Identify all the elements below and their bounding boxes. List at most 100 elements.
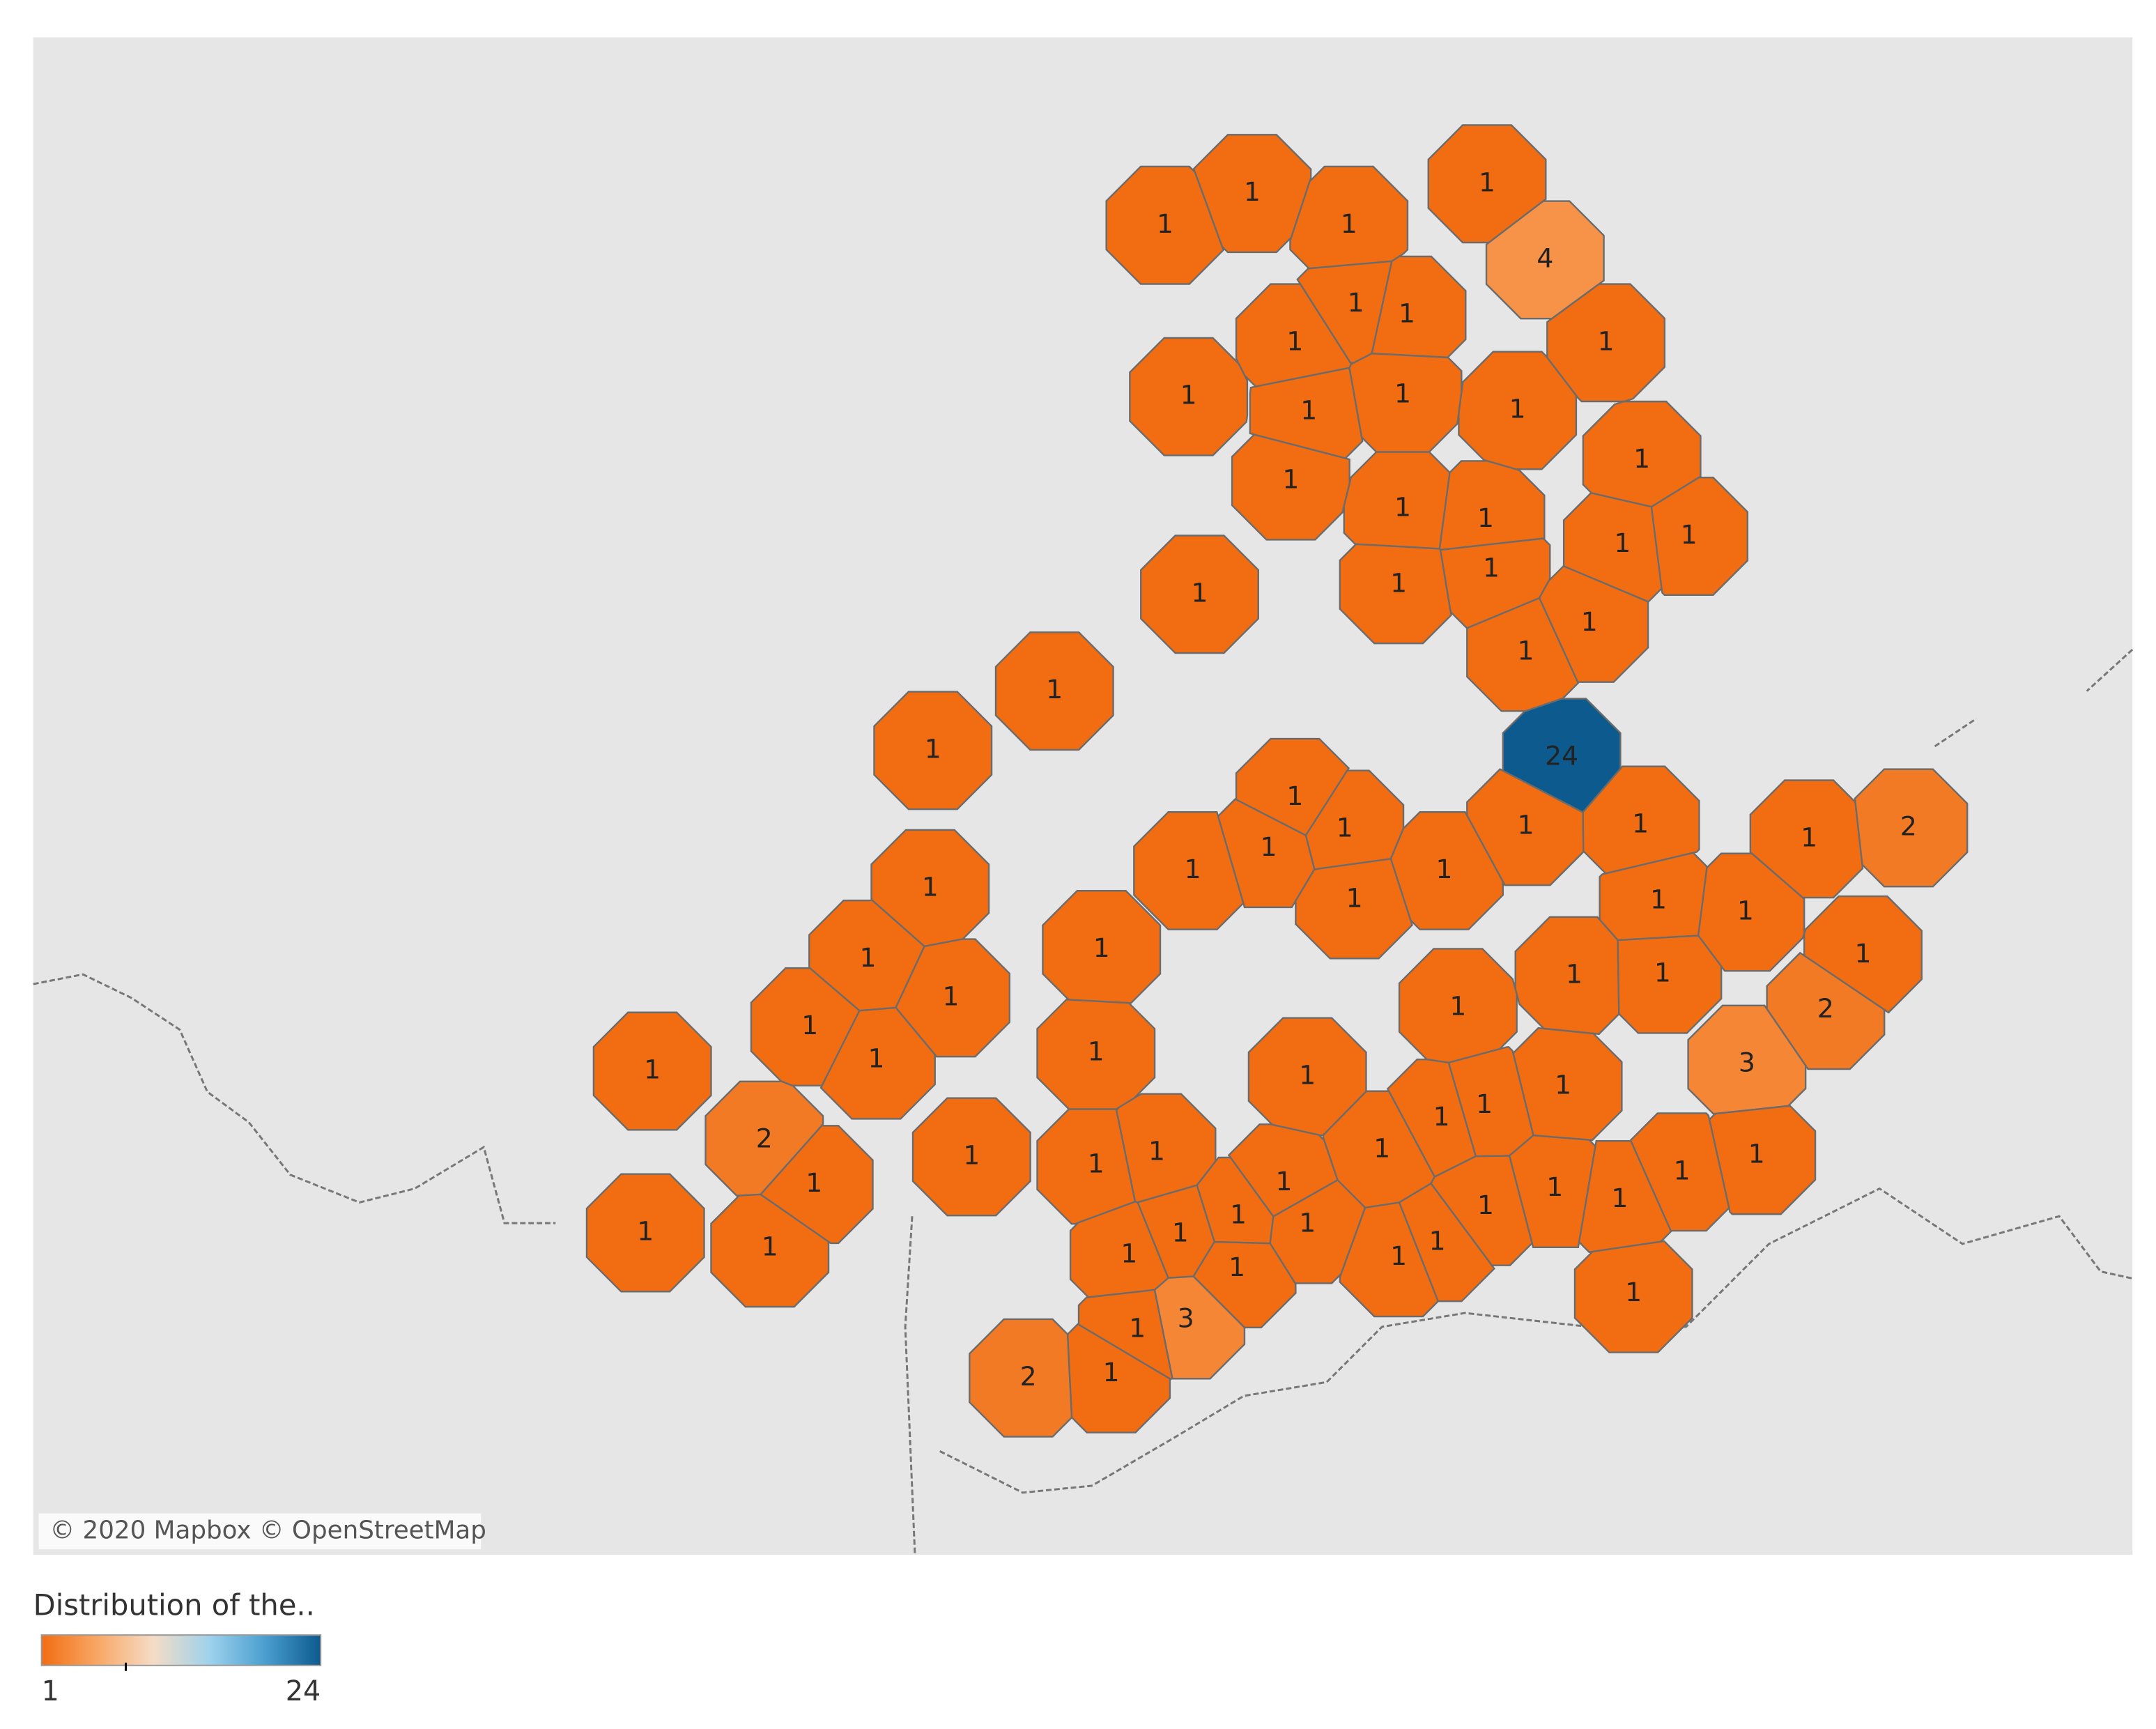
- region: [1502, 698, 1622, 814]
- region-label: 1: [1121, 1238, 1137, 1268]
- region: [1227, 1123, 1339, 1218]
- region-label: 2: [1900, 810, 1917, 841]
- region-label: 1: [868, 1043, 884, 1074]
- region-label: 1: [1429, 1225, 1446, 1256]
- region: [1192, 134, 1312, 254]
- region-label: 1: [1185, 854, 1201, 884]
- region-label: 1: [1650, 884, 1667, 915]
- region-label: 1: [1299, 1208, 1316, 1238]
- region-label: 2: [756, 1123, 773, 1154]
- region: [1697, 852, 1805, 972]
- legend-min: 1: [42, 1675, 59, 1707]
- region-label: 1: [925, 733, 941, 764]
- region-label: 1: [1477, 1190, 1494, 1220]
- region-label: 1: [1614, 528, 1631, 558]
- region: [1389, 810, 1504, 930]
- region-label: 1: [1611, 1183, 1628, 1213]
- region: [1269, 1178, 1366, 1284]
- region: [585, 1173, 705, 1293]
- region-label: 1: [1509, 394, 1526, 424]
- region-label: 1: [1346, 883, 1363, 914]
- region-label: 1: [963, 1139, 980, 1170]
- region-label: 1: [1566, 959, 1583, 990]
- region-label: 4: [1537, 243, 1553, 273]
- region: [1427, 124, 1547, 244]
- region-label: 1: [1399, 298, 1415, 329]
- region-label: 1: [1477, 502, 1494, 533]
- region-label: 1: [1674, 1155, 1691, 1185]
- region: [1153, 1275, 1246, 1380]
- region-label: 1: [1341, 208, 1357, 239]
- region: [819, 1006, 936, 1120]
- region: [1466, 768, 1585, 886]
- region: [1573, 1240, 1693, 1353]
- region-label: 1: [1244, 176, 1261, 207]
- region-label: 1: [1632, 808, 1649, 838]
- region-label: 24: [1545, 740, 1578, 771]
- region-label: 1: [1748, 1138, 1765, 1169]
- region-label: 1: [762, 1231, 778, 1261]
- region-label: 1: [1373, 1133, 1390, 1164]
- region-label: 1: [1103, 1357, 1120, 1388]
- region-label: 1: [1180, 380, 1197, 410]
- region: [1617, 935, 1723, 1034]
- region: [1066, 1323, 1171, 1434]
- region-label: 1: [1276, 1166, 1293, 1197]
- region-label: 1: [1633, 443, 1650, 474]
- region-label: 1: [1598, 325, 1615, 356]
- region: [1036, 1108, 1137, 1225]
- region: [873, 691, 993, 810]
- region-label: 1: [860, 942, 877, 973]
- region: [1140, 535, 1259, 654]
- region: [1538, 564, 1649, 683]
- region-label: 1: [1681, 519, 1697, 550]
- region: [1650, 477, 1749, 596]
- region-label: 1: [1737, 895, 1754, 925]
- region-label: 1: [1518, 809, 1534, 840]
- region-label: 1: [1337, 812, 1353, 843]
- region-label: 1: [1436, 854, 1453, 884]
- region-label: 1: [1801, 822, 1817, 852]
- region: [1854, 768, 1969, 888]
- region-label: 1: [1449, 990, 1466, 1021]
- region: [1133, 810, 1245, 930]
- region-label: 1: [1555, 1069, 1571, 1100]
- region-label: 1: [1046, 674, 1063, 705]
- region-label: 1: [1394, 491, 1411, 522]
- region-label: 1: [1230, 1199, 1247, 1230]
- region-label: 1: [1518, 636, 1534, 666]
- region-label: 1: [1286, 325, 1303, 356]
- region: [1766, 951, 1886, 1070]
- region-label: 1: [1093, 932, 1110, 963]
- region-label: 1: [1483, 553, 1500, 583]
- region: [1231, 433, 1350, 541]
- region: [969, 1318, 1073, 1438]
- region: [1629, 1112, 1730, 1232]
- region-label: 1: [1157, 208, 1173, 239]
- legend-bar: [40, 1634, 322, 1666]
- region-label: 1: [1282, 464, 1299, 495]
- region: [994, 631, 1114, 751]
- region-label: 1: [1625, 1277, 1642, 1307]
- region: [1129, 337, 1249, 456]
- region-label: 1: [1229, 1252, 1245, 1282]
- region: [1430, 1155, 1533, 1266]
- region-label: 1: [1394, 378, 1411, 409]
- region-label: 1: [1192, 577, 1208, 608]
- region-label: 3: [1178, 1302, 1194, 1333]
- region: [710, 1193, 830, 1308]
- region-label: 1: [644, 1054, 661, 1084]
- region: [1582, 400, 1702, 508]
- region-label: 1: [1854, 938, 1871, 969]
- legend-title: Distribution of the..: [33, 1588, 315, 1622]
- region-layer: [585, 124, 1969, 1438]
- region-label: 2: [1817, 993, 1834, 1024]
- region-label: 1: [1300, 394, 1317, 425]
- label-layer: 1 1 1 1 4 1 1 1 1 1 1 1 1 1 1 1 1 1 1 1 1 1 1 1 1 1 24 1 1 1 1 1 2 1 1 1 1 1 1…: [637, 167, 1917, 1391]
- region-label: 1: [1433, 1101, 1450, 1132]
- region-label: 1: [1390, 1240, 1407, 1271]
- region-label: 1: [922, 872, 939, 902]
- region-label: 1: [1172, 1217, 1189, 1248]
